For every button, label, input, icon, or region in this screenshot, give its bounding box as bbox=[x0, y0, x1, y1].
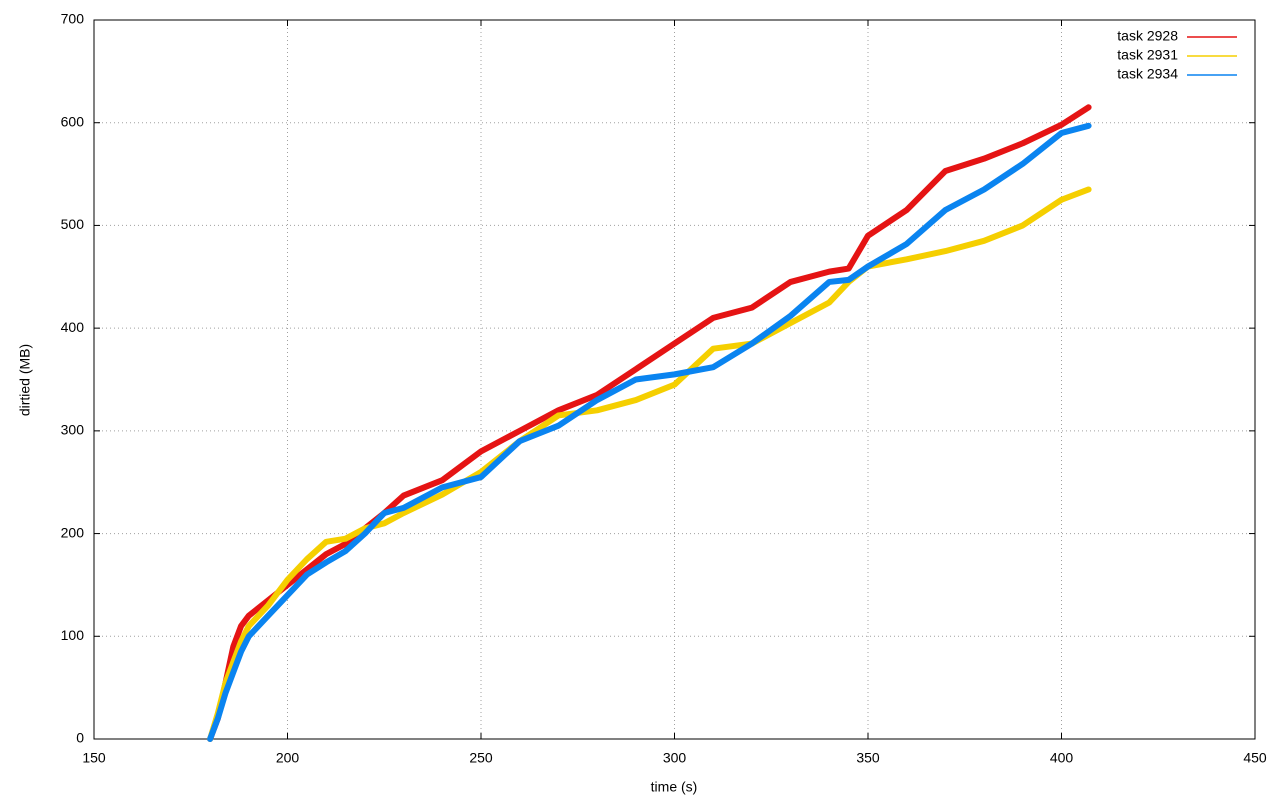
x-tick-label: 450 bbox=[1243, 750, 1267, 766]
x-tick-label: 200 bbox=[276, 750, 300, 766]
y-axis-label: dirtied (MB) bbox=[17, 344, 33, 416]
legend-label: task 2934 bbox=[1117, 66, 1178, 82]
legend-label: task 2928 bbox=[1117, 28, 1178, 44]
y-tick-label: 200 bbox=[61, 524, 85, 540]
x-tick-label: 300 bbox=[663, 750, 687, 766]
y-tick-label: 0 bbox=[76, 730, 84, 746]
legend-label: task 2931 bbox=[1117, 47, 1178, 63]
x-tick-label: 400 bbox=[1050, 750, 1074, 766]
y-tick-label: 300 bbox=[61, 422, 85, 438]
x-tick-label: 350 bbox=[856, 750, 880, 766]
y-tick-label: 100 bbox=[61, 627, 85, 643]
y-tick-label: 400 bbox=[61, 319, 85, 335]
series-line bbox=[207, 104, 1092, 742]
plot-frame bbox=[93, 19, 1256, 740]
series-line bbox=[207, 186, 1092, 742]
series-line bbox=[207, 122, 1092, 742]
x-axis-label: time (s) bbox=[651, 779, 698, 795]
x-tick-label: 250 bbox=[469, 750, 493, 766]
y-tick-label: 700 bbox=[61, 11, 85, 27]
y-tick-label: 500 bbox=[61, 216, 85, 232]
x-tick-label: 150 bbox=[82, 750, 106, 766]
y-tick-label: 600 bbox=[61, 113, 85, 129]
